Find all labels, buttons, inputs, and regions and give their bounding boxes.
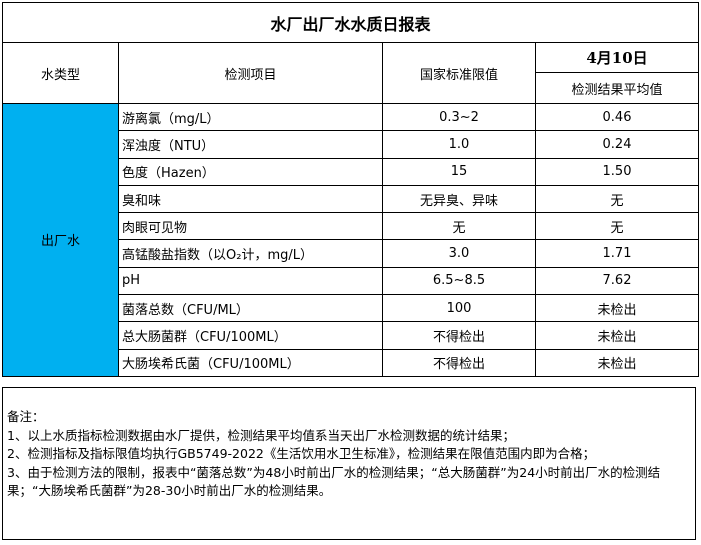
item-cell: 肉眼可见物 <box>118 212 383 241</box>
table-row: 肉眼可见物无无 <box>3 212 700 241</box>
item-cell: pH <box>118 266 383 296</box>
table-row: pH 6.5~8.5 7.62 <box>3 266 700 296</box>
item-cell: 大肠埃希氏菌（CFU/100ML） <box>118 348 383 377</box>
notes: 备注： 1、以上水质指标检测数据由水厂提供，检测结果平均值系当天出厂水检测数据的… <box>2 387 696 540</box>
item-cell: 浑浊度（NTU） <box>118 130 383 159</box>
standard-cell: 不得检出 <box>382 348 536 377</box>
table-row: 高锰酸盐指数（以O₂计，mg/L） 3.0 1.71 <box>3 239 700 268</box>
header-item: 检测项目 <box>118 42 383 104</box>
note-line: 2、检测指标及指标限值均执行GB5749-2022《生活饮用水卫生标准》，检测结… <box>7 446 596 461</box>
standard-cell: 1.0 <box>382 130 536 159</box>
standard-cell: 15 <box>382 157 536 186</box>
table-row: 菌落总数（CFU/ML） 100 未检出 <box>3 294 700 323</box>
value-cell: 无 <box>534 212 700 241</box>
item-cell: 高锰酸盐指数（以O₂计，mg/L） <box>118 239 383 268</box>
note-line: 3、由于检测方法的限制，报表中“菌落总数”为48小时前出厂水的检测结果；“总大肠… <box>7 464 661 499</box>
header-date: 4月10日 <box>534 42 700 73</box>
value-cell: 未检出 <box>534 294 700 323</box>
item-cell: 色度（Hazen） <box>118 157 383 186</box>
header-average: 检测结果平均值 <box>534 72 700 104</box>
water-type-cell: 出厂水 <box>2 103 119 377</box>
item-cell: 菌落总数（CFU/ML） <box>118 294 383 323</box>
report-title: 水厂出厂水水质日报表 <box>1 2 700 43</box>
note-line: 1、以上水质指标检测数据由水厂提供，检测结果平均值系当天出厂水检测数据的统计结果… <box>7 427 515 443</box>
water-quality-table: 水厂出厂水水质日报表 水类型 检测项目 国家标准限值 4月10日 检测结果平均值… <box>1 2 700 377</box>
table-row: 出厂水 游离氯（mg/L） 0.3~2 0.46 <box>2 102 700 377</box>
value-cell: 1.71 <box>534 239 700 268</box>
value-cell: 未检出 <box>534 321 700 350</box>
header-standard: 国家标准限值 <box>382 42 536 104</box>
standard-cell: 无异臭、异味 <box>382 184 536 214</box>
header-water-type: 水类型 <box>2 42 119 104</box>
standard-cell: 100 <box>382 294 536 323</box>
value-cell: 0.24 <box>534 130 700 159</box>
table-row: 浑浊度（NTU） 1.0 0.24 <box>3 130 700 159</box>
table-row: 大肠埃希氏菌（CFU/100ML） 不得检出 未检出 <box>3 348 700 377</box>
item-cell: 总大肠菌群（CFU/100ML） <box>118 321 383 350</box>
value-cell: 7.62 <box>534 266 700 296</box>
standard-cell: 6.5~8.5 <box>382 266 536 296</box>
standard-cell: 不得检出 <box>382 321 536 350</box>
notes-heading: 备注： <box>7 409 45 424</box>
value-cell: 0.46 <box>534 102 700 132</box>
standard-cell: 0.3~2 <box>382 102 536 132</box>
value-cell: 无 <box>534 184 700 214</box>
table-row: 臭和味 无异臭、异味无 <box>3 184 700 214</box>
item-cell: 游离氯（mg/L） <box>118 102 383 132</box>
table-row: 总大肠菌群（CFU/100ML） 不得检出 未检出 <box>3 321 700 350</box>
standard-cell: 无 <box>382 212 536 241</box>
item-cell: 臭和味 <box>118 184 383 214</box>
table-row: 色度（Hazen） 15 1.50 <box>3 157 700 186</box>
standard-cell: 3.0 <box>382 239 536 268</box>
value-cell: 未检出 <box>534 348 700 377</box>
value-cell: 1.50 <box>534 157 700 186</box>
